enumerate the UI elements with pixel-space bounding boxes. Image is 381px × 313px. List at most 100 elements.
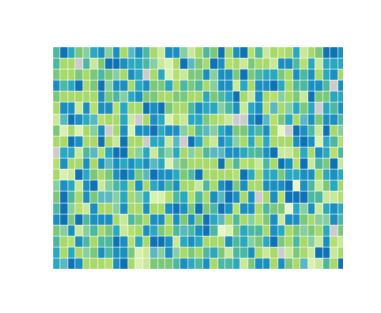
Bar <box>210 69 218 80</box>
Bar <box>158 136 165 147</box>
Bar <box>240 192 248 203</box>
Bar <box>300 102 308 114</box>
Bar <box>68 69 75 80</box>
Bar <box>293 258 300 269</box>
Bar <box>308 114 315 125</box>
Bar <box>240 169 248 180</box>
Bar <box>218 58 225 69</box>
Bar <box>323 236 330 247</box>
Bar <box>271 47 278 58</box>
Bar <box>188 203 195 214</box>
Bar <box>195 214 203 225</box>
Bar <box>255 192 263 203</box>
Bar <box>75 114 83 125</box>
Bar <box>83 147 90 158</box>
Bar <box>53 80 60 91</box>
Bar <box>240 69 248 80</box>
Bar <box>248 147 255 158</box>
Bar <box>210 214 218 225</box>
Bar <box>83 114 90 125</box>
Bar <box>315 180 323 192</box>
Bar <box>120 247 128 258</box>
Bar <box>323 214 330 225</box>
Bar <box>293 91 300 102</box>
Bar <box>225 91 233 102</box>
Bar <box>165 47 173 58</box>
Bar <box>300 214 308 225</box>
Bar <box>128 47 135 58</box>
Bar <box>225 158 233 169</box>
Bar <box>271 125 278 136</box>
Bar <box>60 80 68 91</box>
Bar <box>330 225 338 236</box>
Bar <box>195 102 203 114</box>
Bar <box>240 214 248 225</box>
Bar <box>120 69 128 80</box>
Bar <box>315 225 323 236</box>
Bar <box>300 47 308 58</box>
Bar <box>323 80 330 91</box>
Bar <box>105 225 113 236</box>
Bar <box>135 169 143 180</box>
Bar <box>68 158 75 169</box>
Bar <box>315 58 323 69</box>
Bar <box>165 203 173 214</box>
Bar <box>271 80 278 91</box>
Bar <box>180 58 188 69</box>
Bar <box>263 125 271 136</box>
Bar <box>285 158 293 169</box>
Bar <box>143 136 150 147</box>
Bar <box>105 180 113 192</box>
Bar <box>210 80 218 91</box>
Bar <box>113 169 120 180</box>
Bar <box>308 125 315 136</box>
Bar <box>53 69 60 80</box>
Bar <box>188 258 195 269</box>
Bar <box>225 180 233 192</box>
Bar <box>248 247 255 258</box>
Bar <box>180 102 188 114</box>
Bar <box>53 136 60 147</box>
Bar <box>53 236 60 247</box>
Bar <box>285 69 293 80</box>
Bar <box>60 180 68 192</box>
Bar <box>248 91 255 102</box>
Bar <box>83 136 90 147</box>
Bar <box>120 125 128 136</box>
Bar <box>195 91 203 102</box>
Bar <box>271 158 278 169</box>
Bar <box>180 236 188 247</box>
Bar <box>113 136 120 147</box>
Bar <box>225 225 233 236</box>
Bar <box>75 91 83 102</box>
Bar <box>75 225 83 236</box>
Bar <box>218 192 225 203</box>
Bar <box>225 236 233 247</box>
Bar <box>338 125 346 136</box>
Bar <box>83 69 90 80</box>
Bar <box>83 180 90 192</box>
Bar <box>278 180 285 192</box>
Bar <box>315 102 323 114</box>
Bar <box>338 192 346 203</box>
Bar <box>165 58 173 69</box>
Bar <box>293 158 300 169</box>
Bar <box>53 158 60 169</box>
Bar <box>225 102 233 114</box>
Bar <box>330 169 338 180</box>
Bar <box>150 225 158 236</box>
Bar <box>83 225 90 236</box>
Bar <box>330 158 338 169</box>
Bar <box>68 225 75 236</box>
Bar <box>210 247 218 258</box>
Bar <box>233 69 240 80</box>
Bar <box>120 236 128 247</box>
Bar <box>271 192 278 203</box>
Bar <box>278 247 285 258</box>
Bar <box>323 192 330 203</box>
Bar <box>135 47 143 58</box>
Bar <box>323 147 330 158</box>
Bar <box>240 136 248 147</box>
Bar <box>68 147 75 158</box>
Bar <box>255 247 263 258</box>
